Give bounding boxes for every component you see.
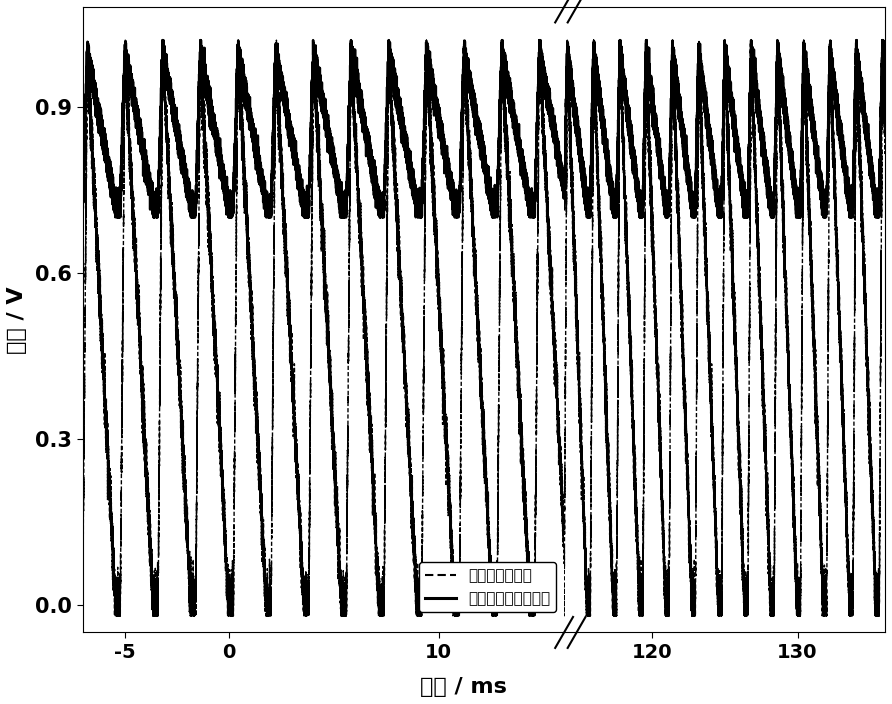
Text: 时间 / ms: 时间 / ms [420,677,508,697]
Y-axis label: 电压 / V: 电压 / V [7,286,27,353]
Legend: 连续的输入信号, 高阶重复的输出信号: 连续的输入信号, 高阶重复的输出信号 [419,562,557,612]
